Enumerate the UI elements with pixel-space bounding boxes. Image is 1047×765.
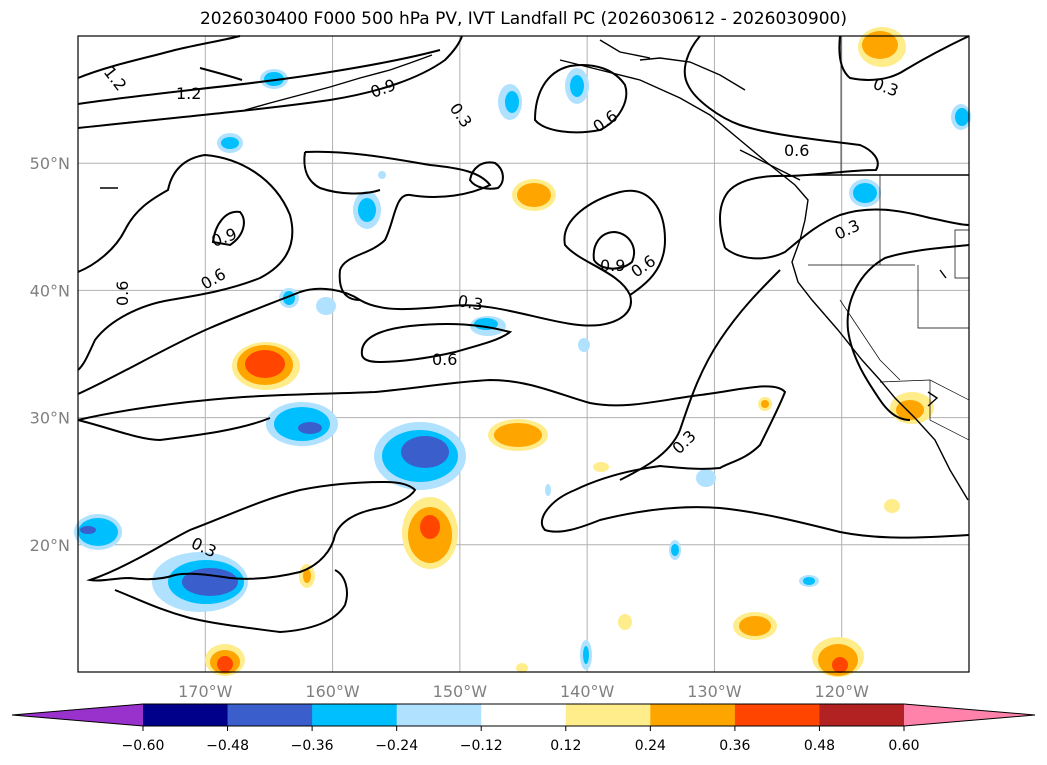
colorbar-segment (143, 704, 229, 726)
contour-label: 0.6 (113, 281, 132, 306)
colorbar-tick-label: 0.24 (635, 738, 666, 754)
pv-contours (77, 35, 970, 634)
longitude-label: 140°W (560, 682, 615, 701)
colorbar-tick-label: −0.36 (291, 738, 334, 754)
colorbar-tick-label: 0.12 (550, 738, 581, 754)
longitude-label: 170°W (178, 682, 233, 701)
longitude-label: 130°W (687, 682, 742, 701)
map-frame (77, 35, 970, 673)
latitude-label: 30°N (30, 409, 70, 428)
latitude-labels: 50°N 40°N 30°N 20°N (30, 154, 70, 555)
contour-label: 0.3 (456, 291, 484, 314)
longitude-label: 150°W (433, 682, 488, 701)
colorbar-segment (396, 704, 482, 726)
colorbar-segment (565, 704, 651, 726)
longitude-label: 120°W (815, 682, 870, 701)
colorbar: −0.60 −0.48 −0.36 −0.24 −0.12 0.12 0.24 0.36 0.4… (11, 703, 1036, 754)
contour-label: 1.2 (176, 84, 201, 103)
positive-anomalies (205, 27, 934, 677)
colorbar-tick-label: 0.60 (888, 738, 919, 754)
latitude-label: 20°N (30, 536, 70, 555)
plot-title: 2026030400 F000 500 hPa PV, IVT Landfall… (199, 9, 847, 29)
colorbar-segment (227, 704, 313, 726)
colorbar-tick-label: −0.24 (375, 738, 418, 754)
longitude-labels: 170°W 160°W 150°W 140°W 130°W 120°W (178, 682, 869, 701)
contour-label: 0.6 (784, 141, 809, 160)
pv-shading (74, 27, 971, 677)
colorbar-tick-label: 0.36 (719, 738, 750, 754)
negative-anomalies (74, 68, 971, 670)
colorbar-segment (312, 704, 398, 726)
latitude-label: 50°N (30, 154, 70, 173)
colorbar-extend-high (904, 704, 1035, 726)
contour-label: 0.9 (600, 256, 625, 275)
colorbar-segment (481, 704, 567, 726)
colorbar-tick-label: −0.60 (122, 738, 165, 754)
contour-label: 0.6 (432, 350, 457, 369)
colorbar-segment (734, 704, 820, 726)
coastlines (100, 39, 969, 501)
longitude-label: 160°W (305, 682, 360, 701)
colorbar-extend-low (12, 704, 143, 726)
colorbar-segment (819, 704, 905, 726)
colorbar-segment (650, 704, 736, 726)
colorbar-tick-label: 0.48 (804, 738, 835, 754)
colorbar-tick-label: −0.48 (206, 738, 249, 754)
colorbar-tick-label: −0.12 (460, 738, 503, 754)
latitude-label: 40°N (30, 281, 70, 300)
